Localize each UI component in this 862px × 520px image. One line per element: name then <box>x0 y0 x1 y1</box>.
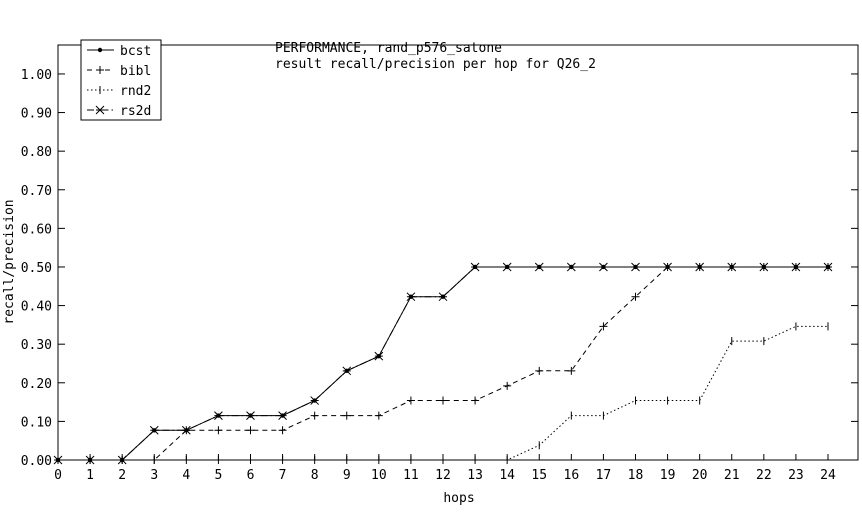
legend: bcst bibl rnd2 rs2d <box>80 39 162 121</box>
x-tick-label: 19 <box>660 468 676 483</box>
data-point-rs2d <box>310 396 320 405</box>
x-tick-label: 24 <box>820 468 836 483</box>
series-layer <box>53 262 833 465</box>
x-tick-label: 16 <box>564 468 580 483</box>
data-point-bibl <box>278 426 287 435</box>
x-tick-label: 20 <box>692 468 708 483</box>
plot-border <box>57 44 859 461</box>
data-point-rs2d <box>534 262 544 272</box>
y-axis-label: recall/precision <box>2 199 17 324</box>
x-axis-label: hops <box>443 491 474 506</box>
data-point-rs2d <box>85 455 95 465</box>
series-bibl <box>54 262 832 464</box>
plot-frame <box>57 44 859 461</box>
x-tick-label: 8 <box>311 468 319 483</box>
x-tick-label: 3 <box>150 468 158 483</box>
x-tick-label: 12 <box>435 468 451 483</box>
data-point-rs2d <box>214 411 223 420</box>
x-tick-label: 6 <box>247 468 255 483</box>
data-point-bibl <box>374 411 383 420</box>
legend-label-bcst: bcst <box>120 44 151 59</box>
x-tick-label: 14 <box>499 468 515 483</box>
x-tick-label: 10 <box>371 468 387 483</box>
data-point-rs2d <box>727 262 737 272</box>
data-point-rs2d <box>374 351 384 361</box>
data-point-rs2d <box>791 262 801 272</box>
data-point-bibl <box>503 381 512 390</box>
legend-label-bibl: bibl <box>120 64 151 79</box>
x-axis: 0 1 2 3 4 5 6 7 8 9 10 11 12 13 14 15 16 17 18 19 20 21 22 23 24 <box>54 454 836 483</box>
x-tick-label: 21 <box>724 468 740 483</box>
x-tick-label: 5 <box>215 468 223 483</box>
data-point-rs2d <box>470 262 480 272</box>
x-tick-label: 0 <box>54 468 62 483</box>
y-tick-label: 1.00 <box>21 68 52 83</box>
y-axis: 0.00 0.10 0.20 0.30 0.40 0.50 0.60 0.70 0.80 0.90… <box>21 68 858 469</box>
series-rnd2 <box>57 322 829 464</box>
y-tick-label: 0.90 <box>21 107 52 122</box>
data-point-bibl <box>535 366 544 375</box>
legend-marker-bibl <box>96 66 104 74</box>
x-tick-label: 2 <box>118 468 126 483</box>
data-point-rs2d <box>246 411 255 420</box>
legend-marker-rs2d <box>95 105 105 115</box>
data-point-bibl <box>214 426 223 435</box>
y-tick-label: 0.20 <box>21 377 52 392</box>
data-point-rs2d <box>663 262 672 272</box>
data-point-bibl <box>471 396 480 405</box>
x-tick-label: 9 <box>343 468 351 483</box>
data-point-rs2d <box>117 455 127 465</box>
data-point-bibl <box>599 322 608 331</box>
x-tick-label: 7 <box>279 468 287 483</box>
chart-title: PERFORMANCE, rand_p576_satone <box>275 41 502 56</box>
y-tick-label: 0.70 <box>21 184 52 199</box>
legend-box <box>80 39 162 121</box>
data-point-rs2d <box>759 262 769 272</box>
data-point-bibl <box>406 396 415 405</box>
y-tick-label: 0.80 <box>21 145 52 160</box>
legend-marker-bcst <box>97 47 103 53</box>
data-point-bibl <box>631 292 640 301</box>
y-tick-label: 0.60 <box>21 222 52 237</box>
x-tick-label: 15 <box>531 468 547 483</box>
data-point-rs2d <box>566 262 576 272</box>
data-point-rs2d <box>53 455 63 465</box>
data-point-bibl <box>567 366 576 375</box>
legend-label-rnd2: rnd2 <box>120 84 151 99</box>
x-tick-label: 17 <box>596 468 612 483</box>
x-tick-label: 13 <box>467 468 483 483</box>
data-point-rs2d <box>631 262 640 272</box>
y-tick-label: 0.50 <box>21 261 52 276</box>
data-point-rs2d <box>406 292 416 302</box>
y-tick-label: 0.40 <box>21 300 52 315</box>
data-point-rs2d <box>599 262 608 272</box>
data-point-rs2d <box>438 292 448 302</box>
data-point-rs2d <box>695 262 705 272</box>
data-point-bibl <box>342 411 351 420</box>
data-point-rs2d <box>502 262 512 272</box>
y-tick-label: 0.00 <box>21 454 52 469</box>
series-line-rnd2 <box>58 325 828 461</box>
series-bcst <box>55 264 831 463</box>
x-tick-label: 23 <box>788 468 804 483</box>
data-point-rs2d <box>181 425 191 435</box>
x-tick-label: 18 <box>628 468 644 483</box>
legend-label-rs2d: rs2d <box>120 104 151 119</box>
series-rs2d <box>53 262 833 465</box>
x-tick-label: 11 <box>403 468 419 483</box>
data-point-rs2d <box>278 411 287 420</box>
data-point-rs2d <box>342 366 352 376</box>
x-tick-label: 22 <box>756 468 772 483</box>
data-point-bibl <box>246 426 255 435</box>
y-tick-label: 0.30 <box>21 338 52 353</box>
x-tick-label: 4 <box>182 468 190 483</box>
data-point-rs2d <box>823 262 833 272</box>
data-point-rs2d <box>149 425 159 435</box>
x-tick-label: 1 <box>86 468 94 483</box>
chart-subtitle: result recall/precision per hop for Q26_… <box>275 57 596 72</box>
y-tick-label: 0.10 <box>21 415 52 430</box>
data-point-bibl <box>439 396 447 405</box>
data-point-bibl <box>310 411 319 420</box>
